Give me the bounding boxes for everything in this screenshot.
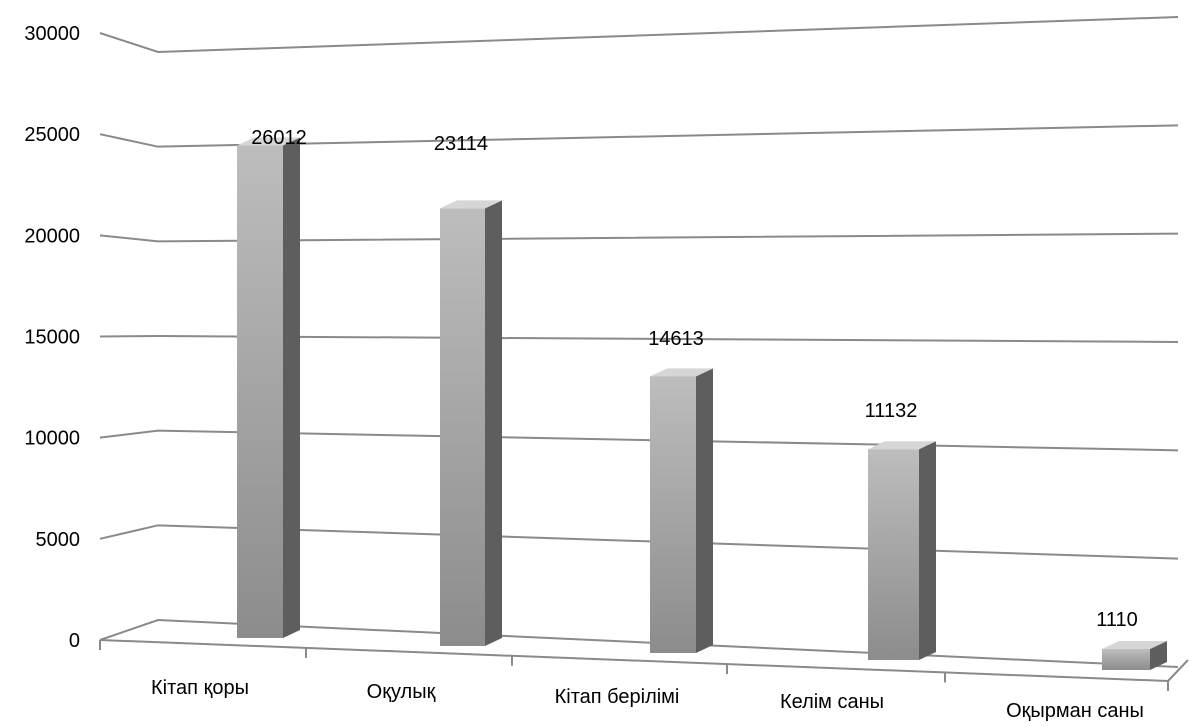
y-tick-label: 15000 — [24, 327, 80, 349]
bar-top — [650, 368, 713, 377]
category-label: Оқулық — [367, 681, 436, 703]
data-label: 11132 — [865, 400, 918, 422]
y-axis: 0 5000 10000 15000 20000 25000 30000 — [24, 23, 80, 652]
bar — [868, 441, 936, 660]
bars — [237, 137, 1167, 670]
bar — [237, 137, 300, 638]
category-label: Кітап берілімі — [555, 686, 680, 708]
y-tick-label: 20000 — [24, 225, 80, 247]
bar-front — [868, 449, 919, 660]
category-label: Оқырман саны — [1006, 700, 1144, 722]
gridline-0 — [99, 618, 1179, 668]
bar — [440, 200, 502, 646]
gridline-5 — [99, 124, 1179, 148]
x-axis: Кітап қоры Оқулық Кітап берілімі Келім с… — [99, 639, 1189, 722]
bar-front — [237, 145, 283, 638]
bar-top — [440, 200, 502, 209]
data-label: 1110 — [1096, 609, 1138, 631]
category-label: Кітап қоры — [151, 677, 249, 699]
bar-front — [650, 376, 696, 653]
data-label: 26012 — [251, 127, 307, 149]
bar-top — [1102, 640, 1167, 649]
bar-front — [1102, 648, 1150, 670]
bar-side — [919, 441, 936, 660]
bar-front — [440, 208, 485, 646]
bar-top — [237, 137, 300, 146]
x-axis-line — [99, 639, 1169, 682]
y-tick-label: 0 — [69, 630, 80, 652]
gridline-4 — [99, 232, 1179, 243]
gridline-6 — [99, 16, 1179, 54]
bar-side — [696, 368, 713, 653]
y-tick-label: 30000 — [24, 23, 80, 45]
bar — [650, 368, 713, 653]
gridline-3 — [99, 334, 1179, 343]
y-tick-label: 25000 — [24, 124, 80, 146]
bar-top — [868, 441, 936, 450]
data-label: 14613 — [648, 328, 704, 350]
bar-side — [283, 137, 300, 638]
gridline-2 — [99, 429, 1179, 452]
bar-side — [485, 200, 502, 646]
bar-side — [1150, 640, 1167, 670]
y-tick-label: 10000 — [24, 428, 80, 450]
gridlines — [99, 16, 1179, 668]
category-label: Келім саны — [780, 691, 884, 713]
gridline-1 — [99, 524, 1179, 560]
data-label: 23114 — [434, 133, 488, 155]
floor-edge-line — [1167, 659, 1189, 682]
data-labels: 26012 23114 14613 11132 1110 — [251, 127, 1138, 631]
bar — [1102, 640, 1167, 670]
y-tick-label: 5000 — [36, 529, 81, 551]
